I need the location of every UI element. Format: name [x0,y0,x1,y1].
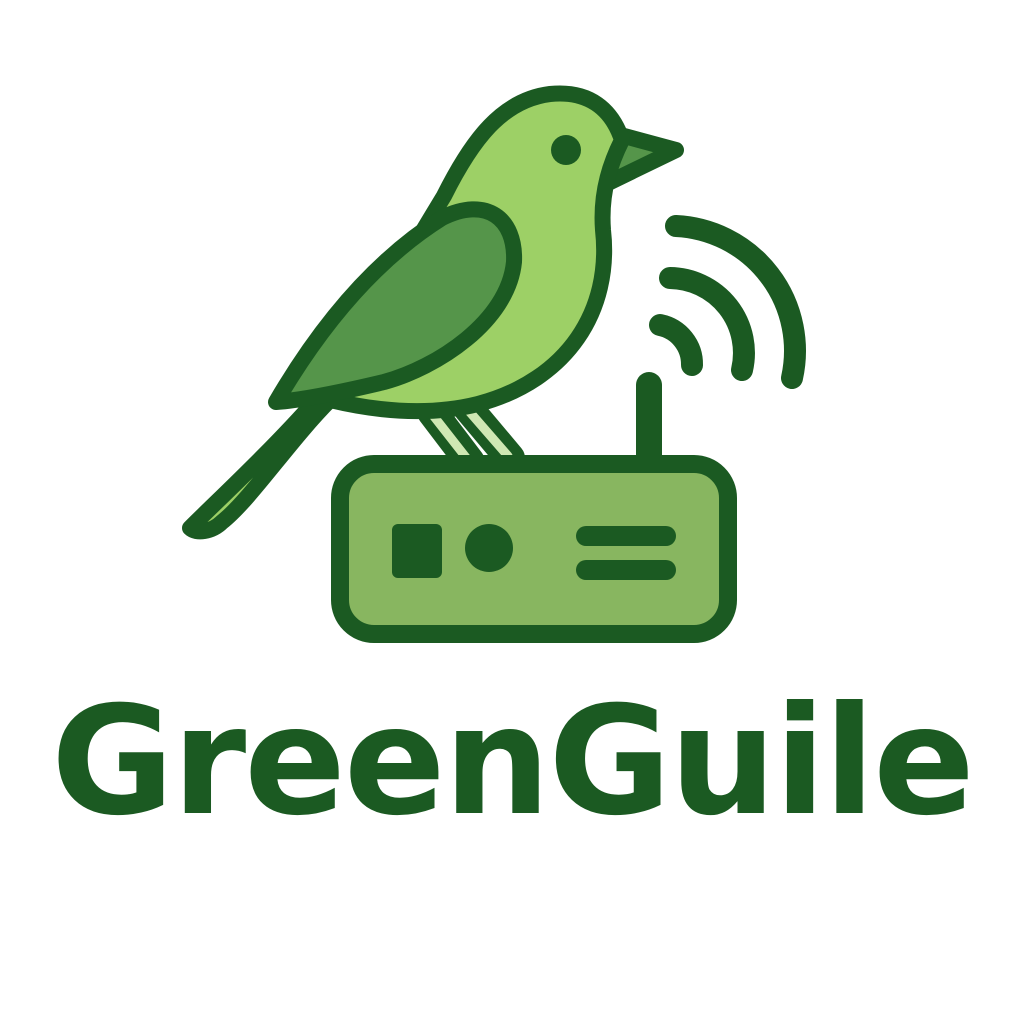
router-vent-top [576,526,676,546]
bird-eye [551,135,581,165]
logo-mark [182,85,806,643]
bird-icon [182,85,684,540]
bird-wing [268,201,523,410]
antenna-icon [636,372,662,480]
brand-name: GreenGuile [51,675,975,849]
router-icon [331,455,737,643]
router-round-led [465,524,513,572]
wifi-signal-icon [649,215,806,389]
router-vent-bottom [576,560,676,580]
router-square-led [392,524,442,578]
